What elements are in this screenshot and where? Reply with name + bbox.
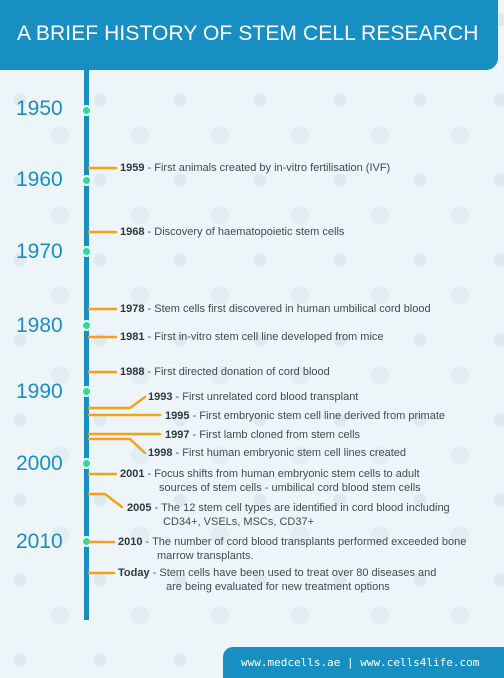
decade-dot (81, 386, 92, 397)
event-2001: 2001 - Focus shifts from human embryonic… (120, 468, 421, 494)
decade-label: 2010 (16, 530, 63, 553)
event-year: 1959 (120, 162, 145, 174)
event-text: Stem cells have been used to treat over … (159, 567, 437, 579)
event-year: 1998 (148, 447, 173, 459)
page-title: A BRIEF HISTORY OF STEM CELL RESEARCH (17, 22, 479, 45)
event-1978: 1978 - Stem cells first discovered in hu… (120, 303, 431, 315)
event-year: Today (118, 567, 150, 579)
decade-dot (81, 320, 92, 331)
event-text: The number of cord blood transplants per… (152, 536, 467, 548)
decade-label: 1980 (16, 314, 63, 337)
event-today: Today - Stem cells have been used to tre… (118, 567, 437, 593)
event-1959: 1959 - First animals created by in-vitro… (120, 162, 391, 174)
connector-1993 (87, 395, 147, 410)
event-year: 1988 (120, 366, 145, 378)
event-year: 2005 (127, 502, 152, 514)
event-text: Discovery of haematopoietic stem cells (154, 226, 345, 238)
event-text-continued: are being evaluated for new treatment op… (166, 581, 390, 593)
decade-label: 2000 (16, 452, 63, 475)
footer-banner: www.medcells.ae | www.cells4life.com (223, 647, 504, 678)
event-text: First directed donation of cord blood (154, 366, 330, 378)
decade-dot (81, 175, 92, 186)
decade-label: 1990 (16, 380, 63, 403)
event-year: 1981 (120, 331, 145, 343)
event-text-continued: marrow transplants. (157, 550, 254, 562)
event-1981: 1981 - First in-vitro stem cell line dev… (120, 331, 384, 343)
decade-dot (81, 458, 92, 469)
event-1997: 1997 - First lamb cloned from stem cells (165, 429, 361, 441)
event-text: First animals created by in-vitro fertil… (154, 162, 391, 174)
event-year: 2010 (118, 536, 143, 548)
event-text: Focus shifts from human embryonic stem c… (154, 468, 420, 480)
connector-1998 (87, 437, 147, 455)
decade-dot (81, 246, 92, 257)
decade-label: 1950 (16, 97, 63, 120)
event-2005: 2005 - The 12 stem cell types are identi… (127, 502, 450, 528)
decade-label: 1960 (16, 168, 63, 191)
event-text-continued: sources of stem cells - umbilical cord b… (159, 482, 421, 494)
footer-links: www.medcells.ae | www.cells4life.com (241, 656, 480, 669)
event-year: 1993 (148, 391, 173, 403)
connector-2005 (87, 492, 124, 509)
event-text: First embryonic stem cell line derived f… (199, 410, 446, 422)
event-year: 1968 (120, 226, 145, 238)
decade-dot (81, 105, 92, 116)
event-text: First lamb cloned from stem cells (199, 429, 361, 441)
event-text: First human embryonic stem cell lines cr… (182, 447, 407, 459)
event-year: 1995 (165, 410, 190, 422)
decade-label: 1970 (16, 240, 63, 263)
event-text: First unrelated cord blood transplant (182, 391, 359, 403)
event-text: The 12 stem cell types are identified in… (161, 502, 450, 514)
event-1988: 1988 - First directed donation of cord b… (120, 366, 330, 378)
event-year: 1997 (165, 429, 190, 441)
event-text-continued: CD34+, VSELs, MSCs, CD37+ (163, 516, 315, 528)
event-text: Stem cells first discovered in human umb… (154, 303, 431, 315)
header-banner: A BRIEF HISTORY OF STEM CELL RESEARCH (0, 0, 498, 70)
timeline-line (84, 70, 89, 620)
event-year: 2001 (120, 468, 145, 480)
event-2010: 2010 - The number of cord blood transpla… (118, 536, 467, 562)
event-1968: 1968 - Discovery of haematopoietic stem … (120, 226, 345, 238)
event-text: First in-vitro stem cell line developed … (154, 331, 384, 343)
event-1998: 1998 - First human embryonic stem cell l… (148, 447, 407, 459)
event-year: 1978 (120, 303, 145, 315)
event-1993: 1993 - First unrelated cord blood transp… (148, 391, 359, 403)
event-1995: 1995 - First embryonic stem cell line de… (165, 410, 446, 422)
